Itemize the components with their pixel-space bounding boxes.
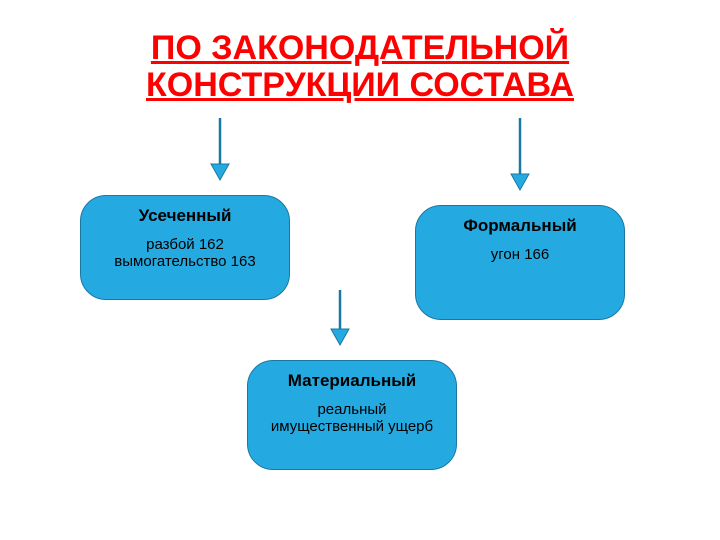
arrow-2-head [331, 329, 349, 345]
title-line-1: ПО ЗАКОНОДАТЕЛЬНОЙ [151, 29, 569, 67]
node-formal-body: угон 166 [424, 246, 616, 263]
node-truncated-title: Усеченный [89, 206, 281, 226]
diagram-stage: ПО ЗАКОНОДАТЕЛЬНОЙ КОНСТРУКЦИИ СОСТАВА У… [0, 0, 720, 540]
arrow-1-head [511, 174, 529, 190]
node-formal: Формальный угон 166 [415, 205, 625, 320]
node-formal-title: Формальный [424, 216, 616, 236]
node-material-title: Материальный [256, 371, 448, 391]
node-truncated: Усеченный разбой 162 вымогательство 163 [80, 195, 290, 300]
node-truncated-body: разбой 162 вымогательство 163 [89, 236, 281, 270]
node-material: Материальный реальный имущественный ущер… [247, 360, 457, 470]
arrow-0-head [211, 164, 229, 180]
node-material-body: реальный имущественный ущерб [256, 401, 448, 435]
title-line-2: КОНСТРУКЦИИ СОСТАВА [146, 66, 574, 104]
diagram-title: ПО ЗАКОНОДАТЕЛЬНОЙ КОНСТРУКЦИИ СОСТАВА [0, 30, 720, 105]
